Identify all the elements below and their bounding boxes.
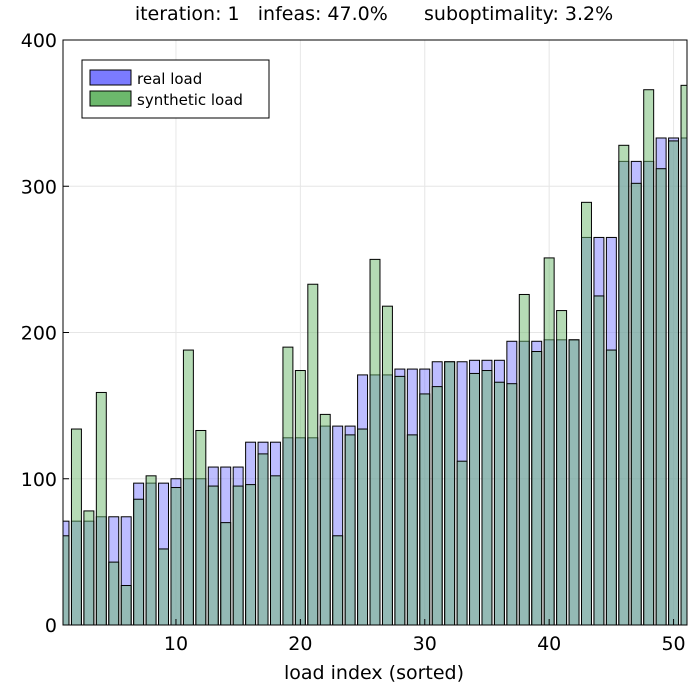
synthetic-load-bar bbox=[70, 428, 82, 626]
synthetic-load-bar bbox=[357, 428, 369, 626]
synthetic-load-bar bbox=[133, 498, 145, 626]
legend-box bbox=[81, 59, 270, 119]
y-tick-label: 400 bbox=[21, 30, 57, 52]
synthetic-load-bar bbox=[406, 434, 418, 626]
synthetic-load-bar bbox=[95, 391, 107, 626]
synthetic-load-bar bbox=[120, 585, 132, 626]
synthetic-load-bar bbox=[431, 386, 443, 626]
synthetic-load-bar bbox=[581, 201, 592, 626]
x-tick-label: 50 bbox=[661, 633, 685, 655]
synthetic-load-bar bbox=[195, 429, 207, 626]
synthetic-load-bar bbox=[394, 375, 406, 626]
y-tick-label: 100 bbox=[21, 469, 57, 491]
synthetic-load-bar bbox=[369, 258, 381, 626]
x-axis-label: load index (sorted) bbox=[284, 662, 464, 684]
synthetic-load-bar bbox=[158, 548, 169, 626]
synthetic-load-bar bbox=[593, 295, 605, 626]
synthetic-load-bar bbox=[182, 349, 194, 626]
synthetic-load-bar bbox=[282, 346, 294, 626]
synthetic-load-bar bbox=[207, 485, 219, 626]
x-tick-label: 30 bbox=[413, 633, 437, 655]
synthetic-load-bar bbox=[680, 84, 688, 626]
synthetic-load-bar bbox=[568, 339, 580, 626]
legend-swatch-synthetic-load bbox=[89, 90, 132, 107]
synthetic-load-bar bbox=[257, 453, 269, 626]
synthetic-load-bar bbox=[668, 140, 680, 626]
synthetic-load-bars bbox=[62, 84, 688, 626]
synthetic-load-bar bbox=[319, 413, 331, 626]
legend-swatch-real-load bbox=[89, 69, 132, 86]
y-tick-label: 200 bbox=[21, 323, 57, 345]
synthetic-load-bar bbox=[108, 561, 120, 626]
synthetic-load-bar bbox=[332, 535, 344, 626]
synthetic-load-bar bbox=[543, 257, 555, 626]
synthetic-load-bar bbox=[444, 361, 456, 626]
synthetic-load-bar bbox=[83, 510, 95, 626]
synthetic-load-bar bbox=[493, 381, 505, 626]
y-tick-label: 0 bbox=[45, 615, 57, 637]
chart-title: iteration: 1 infeas: 47.0% suboptimality… bbox=[135, 3, 613, 25]
synthetic-load-bar bbox=[419, 393, 431, 626]
synthetic-load-bar bbox=[655, 168, 667, 626]
x-axis: 10 20 30 40 50 bbox=[164, 619, 686, 655]
y-axis: 0 100 200 300 400 bbox=[21, 30, 69, 637]
legend-label-synthetic-load: synthetic load bbox=[137, 91, 243, 109]
synthetic-load-bar bbox=[630, 182, 642, 626]
synthetic-load-bar bbox=[531, 351, 543, 626]
x-tick-label: 40 bbox=[537, 633, 561, 655]
synthetic-load-bar bbox=[220, 522, 232, 626]
synthetic-load-bar bbox=[556, 310, 568, 626]
synthetic-load-bar bbox=[643, 89, 655, 626]
synthetic-load-bar bbox=[170, 487, 182, 626]
synthetic-load-bar bbox=[232, 485, 244, 626]
synthetic-load-bar bbox=[456, 460, 468, 626]
synthetic-load-bar bbox=[62, 535, 70, 626]
synthetic-load-bar bbox=[605, 349, 617, 626]
legend: real load synthetic load bbox=[81, 59, 270, 119]
synthetic-load-bar bbox=[481, 370, 493, 626]
synthetic-load-bar bbox=[381, 305, 393, 626]
synthetic-load-bar bbox=[618, 144, 630, 626]
synthetic-load-bar bbox=[344, 434, 356, 626]
synthetic-load-bar bbox=[145, 475, 157, 626]
synthetic-load-bar bbox=[506, 383, 518, 626]
x-tick-label: 10 bbox=[164, 633, 188, 655]
synthetic-load-bar bbox=[270, 475, 281, 626]
synthetic-load-bar bbox=[294, 370, 306, 626]
synthetic-load-bar bbox=[245, 484, 257, 626]
synthetic-load-bar bbox=[469, 372, 480, 626]
x-tick-label: 20 bbox=[288, 633, 312, 655]
synthetic-load-bar bbox=[518, 293, 530, 626]
synthetic-load-bar bbox=[307, 283, 319, 626]
legend-label-real-load: real load bbox=[137, 70, 202, 88]
y-tick-label: 300 bbox=[21, 176, 57, 198]
